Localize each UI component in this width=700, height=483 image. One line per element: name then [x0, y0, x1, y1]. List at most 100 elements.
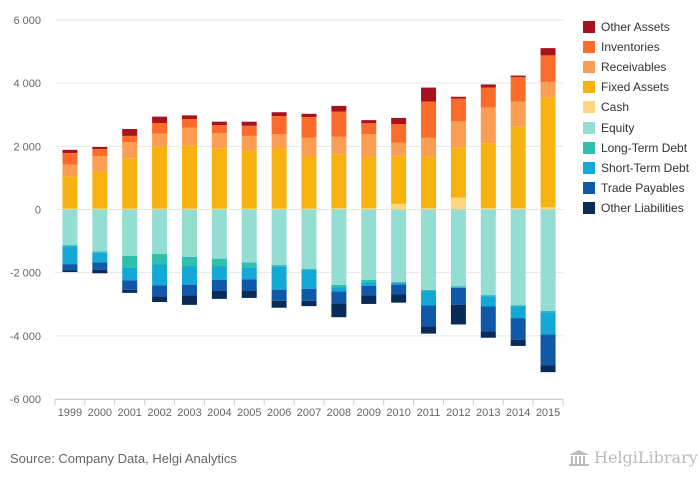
bar-segment-cash — [331, 208, 347, 210]
bar-segment-cash — [271, 208, 287, 210]
bar-segment-inventories — [331, 111, 347, 137]
legend-label: Inventories — [601, 40, 660, 55]
bar-segment-cash — [241, 208, 257, 210]
bar-segment-other-liabilities — [331, 303, 347, 318]
bar-segment-equity — [122, 209, 138, 256]
bar-segment-fixed-assets — [122, 158, 138, 209]
bar-segment-trade-payables — [450, 287, 466, 305]
bar-segment-long-term-debt — [181, 256, 197, 267]
bar-segment-short-term-debt — [92, 252, 108, 263]
bar-segment-long-term-debt — [361, 279, 377, 283]
bar-segment-other-liabilities — [92, 269, 108, 274]
legend-item: Trade Payables — [583, 178, 689, 198]
bar-segment-other-assets — [92, 146, 108, 150]
bar-segment-inventories — [421, 101, 437, 138]
bar-segment-trade-payables — [480, 306, 496, 332]
bar-segment-equity — [480, 209, 496, 296]
bar-segment-receivables — [181, 127, 197, 146]
bar-segment-trade-payables — [301, 288, 317, 301]
bar-segment-trade-payables — [122, 280, 138, 290]
bar-segment-other-liabilities — [450, 304, 466, 325]
bar-segment-receivables — [450, 121, 466, 148]
bar-segment-other-liabilities — [301, 300, 317, 307]
bar-segment-other-assets — [421, 87, 437, 102]
x-tick-label: 2005 — [237, 407, 261, 419]
bar-segment-equity — [301, 209, 317, 269]
legend-swatch — [583, 101, 595, 114]
x-tick-label: 2011 — [417, 407, 441, 419]
bar-segment-inventories — [450, 98, 466, 122]
bar-segment-other-liabilities — [241, 290, 257, 298]
brand-logo: HelgiLibrary — [568, 448, 698, 467]
bar-segment-receivables — [241, 135, 257, 151]
bar-segment-fixed-assets — [92, 171, 108, 209]
y-tick-label: 0 — [35, 205, 41, 217]
bar-segment-trade-payables — [510, 318, 526, 340]
bar-segment-short-term-debt — [241, 267, 257, 280]
legend-label: Fixed Assets — [601, 80, 670, 95]
legend-label: Receivables — [601, 60, 667, 75]
bar-segment-other-assets — [480, 84, 496, 88]
bar-segment-receivables — [391, 142, 407, 156]
bar-segment-long-term-debt — [301, 268, 317, 270]
bar-segment-equity — [391, 209, 407, 282]
bar-segment-fixed-assets — [62, 176, 78, 209]
bar-segment-long-term-debt — [152, 254, 168, 265]
bar-segment-trade-payables — [271, 289, 287, 301]
axes: 6 000 4 000 2 000 0 -2 000 -4 000 -6 000 1999 20… — [10, 15, 564, 419]
bar-segment-trade-payables — [211, 279, 227, 291]
bar-segment-short-term-debt — [540, 312, 556, 335]
legend-label: Short-Term Debt — [601, 160, 690, 175]
bar-segment-equity — [92, 209, 108, 252]
legend-item: Other Liabilities — [583, 198, 689, 218]
bar-segment-fixed-assets — [421, 156, 437, 209]
bar-segment-short-term-debt — [301, 269, 317, 289]
bar-segment-short-term-debt — [361, 282, 377, 286]
legend-label: Trade Payables — [601, 180, 685, 195]
bar-segment-inventories — [391, 124, 407, 143]
bar-segment-cash — [450, 197, 466, 210]
bar-segment-other-assets — [391, 117, 407, 125]
legend-swatch — [583, 181, 595, 194]
bar-segment-short-term-debt — [331, 287, 347, 292]
bar-segment-receivables — [331, 136, 347, 155]
bar-segment-other-assets — [540, 48, 556, 56]
bar-segment-equity — [361, 209, 377, 280]
bar-segment-long-term-debt — [241, 262, 257, 268]
bar-segment-receivables — [271, 134, 287, 149]
legend-label: Other Liabilities — [601, 200, 684, 215]
bar-segment-other-liabilities — [152, 296, 168, 303]
bar-segment-receivables — [480, 107, 496, 144]
bar-segment-trade-payables — [361, 285, 377, 296]
bar-segment-inventories — [152, 122, 168, 134]
bar-segment-other-liabilities — [540, 365, 556, 373]
bar-segment-fixed-assets — [331, 154, 347, 209]
bar-segment-fixed-assets — [540, 97, 556, 208]
bar-segment-trade-payables — [391, 284, 407, 295]
legend-swatch — [583, 121, 595, 134]
bar-segment-other-liabilities — [271, 300, 287, 308]
bar-segment-cash — [301, 208, 317, 210]
bar-segment-other-assets — [241, 121, 257, 126]
bar-segment-inventories — [480, 87, 496, 108]
x-tick-label: 2010 — [386, 407, 410, 419]
bar-segment-cash — [361, 208, 377, 210]
y-tick-label: 6 000 — [13, 15, 41, 27]
bar-segment-fixed-assets — [152, 146, 168, 209]
bar-segment-other-assets — [331, 105, 347, 112]
legend-item: Other Assets — [583, 17, 689, 37]
bar-segment-short-term-debt — [62, 246, 78, 265]
bar-segment-inventories — [62, 152, 78, 165]
bar-segment-receivables — [301, 137, 317, 157]
legend-label: Other Assets — [601, 20, 670, 35]
bar-segment-short-term-debt — [122, 267, 138, 281]
x-tick-label: 2012 — [446, 407, 470, 419]
bar-segment-equity — [450, 209, 466, 287]
bar-segment-short-term-debt — [510, 306, 526, 319]
x-tick-label: 2014 — [506, 407, 530, 419]
bar-segment-long-term-debt — [510, 305, 526, 307]
bar-segment-inventories — [510, 77, 526, 102]
bar-segment-cash — [152, 208, 168, 210]
bar-segment-other-assets — [181, 115, 197, 120]
x-tick-label: 2015 — [536, 407, 560, 419]
